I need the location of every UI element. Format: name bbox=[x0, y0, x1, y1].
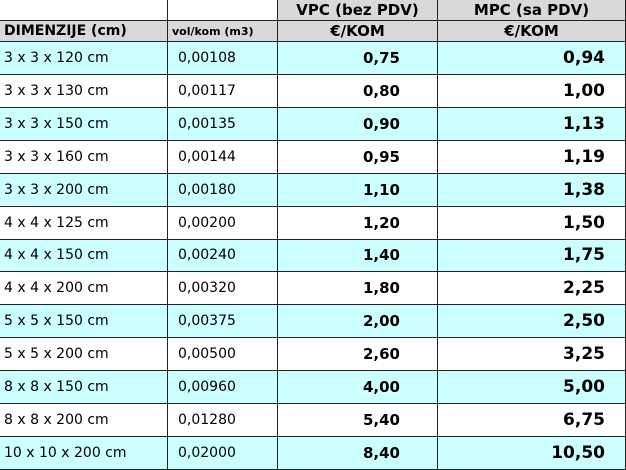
vpc-price: 8,40 bbox=[278, 437, 438, 470]
mpc-price: 2,50 bbox=[438, 305, 626, 339]
volume: 0,00375 bbox=[168, 305, 278, 339]
empty-cell bbox=[168, 0, 278, 21]
dimension: 3 x 3 x 130 cm bbox=[0, 74, 168, 108]
vpc-price: 0,80 bbox=[278, 74, 438, 108]
dimension: 3 x 3 x 200 cm bbox=[0, 173, 168, 207]
header-mpc: MPC (sa PDV) bbox=[438, 0, 626, 21]
mpc-price: 1,19 bbox=[438, 140, 626, 174]
dimension: 3 x 3 x 150 cm bbox=[0, 107, 168, 141]
vpc-price: 2,60 bbox=[278, 338, 438, 372]
mpc-price: 1,75 bbox=[438, 239, 626, 273]
vpc-price: 5,40 bbox=[278, 404, 438, 438]
volume: 0,00180 bbox=[168, 173, 278, 207]
vpc-price: 0,90 bbox=[278, 107, 438, 141]
dimension: 3 x 3 x 160 cm bbox=[0, 140, 168, 174]
vpc-price: 1,20 bbox=[278, 206, 438, 240]
volume: 0,00960 bbox=[168, 371, 278, 405]
volume: 0,00240 bbox=[168, 239, 278, 273]
vpc-price: 0,95 bbox=[278, 140, 438, 174]
volume: 0,00200 bbox=[168, 206, 278, 240]
volume: 0,00144 bbox=[168, 140, 278, 174]
header-unit: €/KOM bbox=[278, 21, 438, 42]
dimension: 5 x 5 x 150 cm bbox=[0, 305, 168, 339]
mpc-price: 0,94 bbox=[438, 42, 626, 75]
mpc-price: 1,50 bbox=[438, 206, 626, 240]
header-unit: €/KOM bbox=[438, 21, 626, 42]
mpc-price: 10,50 bbox=[438, 437, 626, 470]
dimension: 8 x 8 x 200 cm bbox=[0, 404, 168, 438]
vpc-price: 1,80 bbox=[278, 272, 438, 306]
mpc-price: 6,75 bbox=[438, 404, 626, 438]
vpc-price: 0,75 bbox=[278, 42, 438, 75]
volume: 0,02000 bbox=[168, 437, 278, 470]
vpc-price: 1,40 bbox=[278, 239, 438, 273]
dimension: 3 x 3 x 120 cm bbox=[0, 42, 168, 75]
mpc-price: 3,25 bbox=[438, 338, 626, 372]
header-vpc: VPC (bez PDV) bbox=[278, 0, 438, 21]
empty-cell bbox=[0, 0, 168, 21]
dimension: 4 x 4 x 125 cm bbox=[0, 206, 168, 240]
dimension: 4 x 4 x 200 cm bbox=[0, 272, 168, 306]
volume: 0,00108 bbox=[168, 42, 278, 75]
volume: 0,00500 bbox=[168, 338, 278, 372]
volume: 0,01280 bbox=[168, 404, 278, 438]
vpc-price: 2,00 bbox=[278, 305, 438, 339]
dimension: 4 x 4 x 150 cm bbox=[0, 239, 168, 273]
mpc-price: 1,38 bbox=[438, 173, 626, 207]
header-dimensions: DIMENZIJE (cm) bbox=[0, 21, 168, 42]
mpc-price: 5,00 bbox=[438, 371, 626, 405]
vpc-price: 1,10 bbox=[278, 173, 438, 207]
vpc-price: 4,00 bbox=[278, 371, 438, 405]
mpc-price: 1,13 bbox=[438, 107, 626, 141]
volume: 0,00117 bbox=[168, 74, 278, 108]
mpc-price: 2,25 bbox=[438, 272, 626, 306]
dimension: 8 x 8 x 150 cm bbox=[0, 371, 168, 405]
mpc-price: 1,00 bbox=[438, 74, 626, 108]
dimension: 5 x 5 x 200 cm bbox=[0, 338, 168, 372]
volume: 0,00320 bbox=[168, 272, 278, 306]
header-volume: vol/kom (m3) bbox=[168, 21, 278, 42]
dimension: 10 x 10 x 200 cm bbox=[0, 437, 168, 470]
volume: 0,00135 bbox=[168, 107, 278, 141]
